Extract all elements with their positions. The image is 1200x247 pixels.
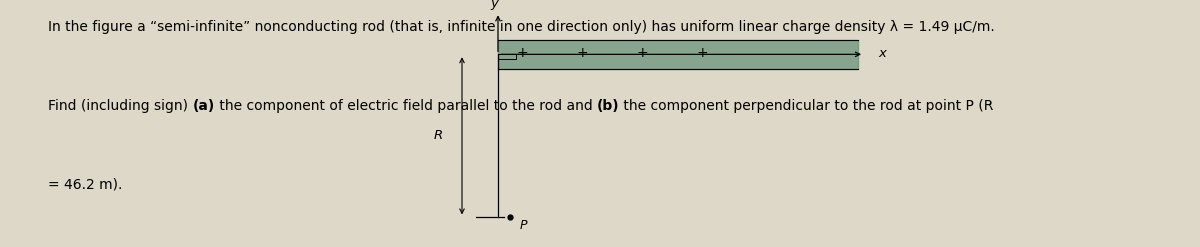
Text: In the figure a “semi-infinite” nonconducting rod (that is, infinite in one dire: In the figure a “semi-infinite” noncondu…: [48, 20, 995, 34]
Text: +: +: [516, 46, 528, 60]
Text: the component perpendicular to the rod at point P (R: the component perpendicular to the rod a…: [619, 99, 994, 113]
Text: = 46.2 m).: = 46.2 m).: [48, 178, 122, 192]
Bar: [498, 40, 858, 69]
Text: the component of electric field parallel to the rod and: the component of electric field parallel…: [215, 99, 596, 113]
Text: x: x: [878, 47, 887, 60]
Text: +: +: [576, 46, 588, 60]
Text: y: y: [491, 0, 498, 10]
Text: +: +: [696, 46, 708, 60]
Text: (b): (b): [596, 99, 619, 113]
Text: P: P: [520, 219, 527, 232]
Text: Find (including sign): Find (including sign): [48, 99, 192, 113]
Text: +: +: [636, 46, 648, 60]
Text: R: R: [433, 129, 443, 142]
Text: (a): (a): [192, 99, 215, 113]
